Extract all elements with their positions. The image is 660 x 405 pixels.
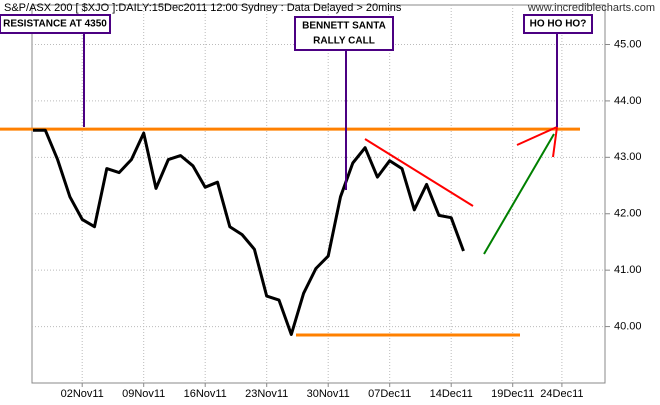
y-tick-label: 45.00 <box>614 38 642 50</box>
arrow-head <box>516 126 558 146</box>
x-tick-label: 16Nov11 <box>184 388 227 400</box>
callout-text: RESISTANCE AT 4350 <box>3 19 107 30</box>
plot-area <box>31 4 606 384</box>
x-tick-label: 30Nov11 <box>307 388 350 400</box>
arrow-head <box>552 126 558 158</box>
price-line <box>33 128 465 336</box>
callout-box <box>0 14 111 34</box>
y-tick-label: 42.00 <box>614 208 642 220</box>
arrow <box>483 133 555 255</box>
x-tick-label: 09Nov11 <box>122 388 165 400</box>
x-tick-label: 14Dec11 <box>430 388 473 400</box>
x-tick-label: 24Dec11 <box>540 388 583 400</box>
x-tick-label: 19Dec11 <box>491 388 534 400</box>
callout-text: HO HO HO? <box>530 19 587 30</box>
y-tick-label: 43.00 <box>614 151 642 163</box>
y-tick-label: 44.00 <box>614 95 642 107</box>
callout-text: RALLY CALL <box>313 36 375 47</box>
y-tick-label: 40.00 <box>614 320 642 332</box>
source: www.incrediblecharts.com <box>527 2 655 14</box>
callout-text: BENNETT SANTA <box>302 21 386 32</box>
y-tick-label: 41.00 <box>614 264 642 276</box>
trend-line <box>364 138 474 207</box>
callout-box <box>294 16 394 51</box>
x-tick-label: 02Nov11 <box>61 388 104 400</box>
callout-box <box>523 14 593 34</box>
x-tick-label: 07Dec11 <box>368 388 411 400</box>
x-tick-label: 23Nov11 <box>245 388 288 400</box>
chart-title: S&P/ASX 200 [ $XJO ]:DAILY:15Dec2011 12:… <box>4 2 402 14</box>
